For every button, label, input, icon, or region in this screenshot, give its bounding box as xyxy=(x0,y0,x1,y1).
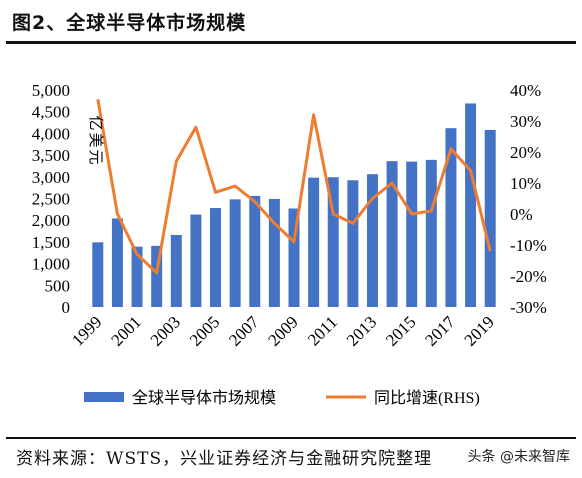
watermark: 头条 @未来智库 xyxy=(467,449,570,465)
bar-series xyxy=(92,103,496,307)
legend-line-label: 同比增速(RHS) xyxy=(374,389,480,407)
x-tick-label: 2013 xyxy=(343,312,380,349)
bar-2006 xyxy=(229,199,241,307)
x-tick-label: 2009 xyxy=(264,312,301,349)
bar-2016 xyxy=(425,159,437,307)
y-axis-label-char: 亿 xyxy=(87,115,104,130)
left-tick-label: 2,500 xyxy=(32,190,70,209)
title-divider xyxy=(6,41,576,44)
right-tick-label: 0% xyxy=(510,205,533,224)
y-axis-label: 亿美元 xyxy=(87,115,104,164)
bar-2012 xyxy=(347,180,359,307)
left-axis-ticks: 0 500 1,000 1,500 2,000 2,500 3,000 3,500 4,000 4… xyxy=(32,81,70,317)
y-axis-label-char: 元 xyxy=(87,149,103,164)
bar-2007 xyxy=(249,195,261,307)
left-tick-label: 5,000 xyxy=(32,81,70,100)
bar-2001 xyxy=(131,246,143,307)
right-axis-ticks: -30% -20% -10% 0% 10% 20% 30% 40% xyxy=(510,81,547,317)
bar-2011 xyxy=(327,177,339,307)
bar-2002 xyxy=(151,245,163,307)
left-tick-label: 3,500 xyxy=(32,146,70,165)
bar-2004 xyxy=(190,214,202,307)
right-tick-label: 40% xyxy=(510,81,541,100)
left-tick-label: 500 xyxy=(45,276,71,295)
legend: 全球半导体市场规模 同比增速(RHS) xyxy=(84,389,480,407)
right-tick-label: 20% xyxy=(510,143,541,162)
source-divider xyxy=(6,437,576,439)
chart-svg: 0 500 1,000 1,500 2,000 2,500 3,000 3,500 4,000 4… xyxy=(32,81,547,407)
bar-2018 xyxy=(465,103,477,307)
source-note: 资料来源：WSTS，兴业证券经济与金融研究院整理 xyxy=(16,449,433,469)
right-tick-label: -10% xyxy=(510,236,547,255)
bar-2015 xyxy=(406,161,418,307)
left-tick-label: 0 xyxy=(62,298,71,317)
bar-2005 xyxy=(210,208,222,307)
right-tick-label: 30% xyxy=(510,112,541,131)
x-tick-label: 2003 xyxy=(147,312,184,349)
legend-bar-label: 全球半导体市场规模 xyxy=(132,389,276,407)
growth-line xyxy=(96,99,492,275)
x-tick-label: 1999 xyxy=(68,312,105,349)
bar-2009 xyxy=(288,208,300,307)
legend-bar-swatch xyxy=(84,392,124,402)
left-tick-label: 4,000 xyxy=(32,124,70,143)
x-tick-label: 2011 xyxy=(304,312,341,349)
left-tick-label: 2,000 xyxy=(32,211,70,230)
left-tick-label: 1,000 xyxy=(32,255,70,274)
bar-2008 xyxy=(268,198,280,307)
bar-2010 xyxy=(308,177,320,307)
bar-1999 xyxy=(92,242,104,307)
right-tick-label: -30% xyxy=(510,298,547,317)
x-axis-ticks: 1999 2001 2003 2005 2007 2009 2011 2013 2015 2017… xyxy=(68,312,498,350)
left-tick-label: 3,000 xyxy=(32,168,70,187)
bar-2003 xyxy=(170,234,182,307)
bar-2017 xyxy=(445,128,457,307)
bar-2013 xyxy=(366,174,378,307)
x-tick-label: 2007 xyxy=(225,312,263,350)
bar-2014 xyxy=(386,161,398,307)
x-tick-label: 2001 xyxy=(107,312,144,349)
y-axis-label-char: 美 xyxy=(87,132,104,147)
x-tick-label: 2005 xyxy=(186,312,223,349)
x-tick-label: 2015 xyxy=(382,312,419,349)
bar-2019 xyxy=(484,129,496,307)
chart-title: 图2、全球半导体市场规模 xyxy=(12,12,247,34)
left-tick-label: 4,500 xyxy=(32,103,70,122)
right-tick-label: 10% xyxy=(510,174,541,193)
right-tick-label: -20% xyxy=(510,267,547,286)
x-tick-label: 2019 xyxy=(461,312,498,349)
bar-2000 xyxy=(111,218,123,307)
x-tick-label: 2017 xyxy=(421,312,459,350)
left-tick-label: 1,500 xyxy=(32,233,70,252)
